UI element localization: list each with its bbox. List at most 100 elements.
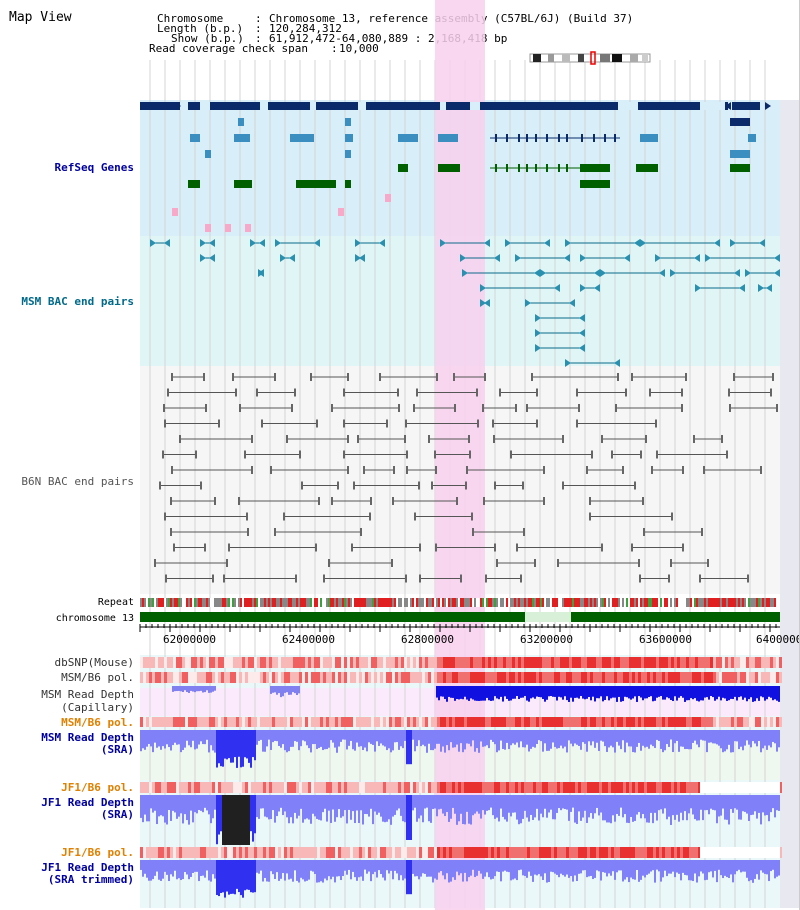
msm-sra-depth <box>258 730 260 741</box>
jf1-sra-depth <box>626 795 628 823</box>
msm-b6-pol-mark <box>437 672 440 683</box>
msm-b6-pol-mark <box>218 717 221 727</box>
msm-b6-pol-mark <box>197 717 200 727</box>
msm-sra-depth <box>548 730 550 751</box>
jf1-trim-depth <box>652 860 654 871</box>
msm-b6-pol-mark <box>467 672 470 683</box>
jf1-b6-pol-mark <box>431 847 434 858</box>
jf1-sra-depth <box>728 795 730 825</box>
gene-arrow <box>565 239 571 247</box>
jf1-trim-depth <box>538 860 540 875</box>
jf1-sra-depth <box>280 795 282 808</box>
msm-cap-depth <box>660 686 662 697</box>
repeat-mark <box>636 598 638 607</box>
repeat-mark <box>164 598 166 607</box>
jf1-sra-depth <box>650 795 652 813</box>
msm-sra-depth <box>358 730 360 747</box>
jf1-trim-depth <box>196 860 198 872</box>
msm-cap-depth <box>630 686 632 700</box>
msm-b6-pol-mark <box>347 672 350 683</box>
dbsnp-mark <box>554 657 557 668</box>
dbsnp-mark <box>332 657 335 668</box>
jf1-trim-depth <box>640 860 642 880</box>
gene-arrow <box>659 269 665 277</box>
jf1-b6-pol-mark <box>674 847 677 858</box>
msm-b6-pol-mark <box>620 717 623 727</box>
jf1-b6-pol-mark <box>272 847 275 858</box>
jf1-b6-pol-mark <box>470 847 473 858</box>
repeat-mark <box>370 598 372 607</box>
msm-cap-depth <box>288 686 290 695</box>
dbsnp-mark <box>224 657 227 668</box>
jf1-trim-depth <box>486 860 488 873</box>
jf1-sra-depth <box>350 795 352 820</box>
jf1-trim-depth <box>746 860 748 878</box>
b6n-bac-end <box>337 481 339 490</box>
msm-sra-depth <box>730 730 732 753</box>
jf1-b6-pol-mark <box>623 782 626 793</box>
dbsnp-mark <box>347 657 350 668</box>
b6n-bac-end <box>668 574 670 583</box>
dbsnp-mark <box>530 657 533 668</box>
jf1-sra-depth <box>714 795 716 811</box>
msm-b6-pol-mark <box>575 672 578 683</box>
track-label-refseq[interactable]: RefSeq Genes <box>54 161 134 174</box>
jf1-b6-pol-mark <box>236 847 239 858</box>
jf1-trim-depth <box>426 860 428 877</box>
jf1-trim-depth <box>194 860 196 872</box>
jf1-sra-depth <box>548 795 550 813</box>
msm-sra-depth <box>202 730 204 745</box>
dbsnp-mark <box>203 657 206 668</box>
jf1-trim-depth <box>750 860 752 881</box>
jf1-trim-depth <box>620 860 622 871</box>
b6n-bac-end <box>681 404 683 412</box>
jf1-trim-depth <box>466 860 468 882</box>
repeat-mark <box>778 598 780 607</box>
msm-b6-pol-mark <box>341 717 344 727</box>
jf1-b6-pol-mark <box>395 847 398 858</box>
repeat-mark <box>268 598 270 607</box>
jf1-trim-depth <box>686 860 688 876</box>
track-label-b6n-bac[interactable]: B6N BAC end pairs <box>21 475 134 488</box>
jf1-sra-depth <box>434 795 436 809</box>
msm-b6-pol-mark <box>641 717 644 727</box>
track-label-msm-bac[interactable]: MSM BAC end pairs <box>21 295 134 308</box>
jf1-b6-pol-mark <box>158 782 161 793</box>
jf1-b6-pol-mark <box>401 847 404 858</box>
msm-sra-depth <box>226 730 228 760</box>
msm-b6-pol-mark <box>452 717 455 727</box>
repeat-mark <box>466 598 468 607</box>
jf1-trim-depth <box>484 860 486 877</box>
dbsnp-mark <box>221 657 224 668</box>
repeat-mark <box>496 598 498 607</box>
dbsnp-mark <box>488 657 491 668</box>
jf1-sra-depth <box>636 795 638 815</box>
jf1-sra-depth <box>698 795 700 821</box>
repeat-mark <box>478 598 480 607</box>
jf1-b6-pol-mark <box>290 847 293 858</box>
msm-cap-depth <box>718 686 720 697</box>
refseq-exon <box>506 134 508 142</box>
jf1-b6-pol-mark <box>650 782 653 793</box>
repeat-mark <box>184 598 186 607</box>
msm-sra-depth <box>414 730 416 752</box>
repeat-mark <box>766 598 768 607</box>
jf1-trim-depth <box>288 860 290 880</box>
jf1-trim-depth <box>696 860 698 883</box>
msm-sra-depth <box>282 730 284 745</box>
dbsnp-mark <box>527 657 530 668</box>
chromosome-label: Chromosome <box>157 12 224 25</box>
repeat-mark <box>546 598 548 607</box>
jf1-trim-depth <box>632 860 634 880</box>
msm-sra-depth <box>594 730 596 748</box>
msm-sra-depth <box>774 730 776 744</box>
msm-b6-pol-mark <box>764 672 767 683</box>
msm-cap-depth <box>628 686 630 699</box>
refseq-gene-mid <box>748 134 756 142</box>
msm-sra-depth <box>446 730 448 746</box>
jf1-b6-pol-mark <box>530 782 533 793</box>
jf1-b6-pol-mark <box>413 847 416 858</box>
repeat-mark <box>150 598 152 607</box>
msm-b6-pol-mark <box>446 672 449 683</box>
